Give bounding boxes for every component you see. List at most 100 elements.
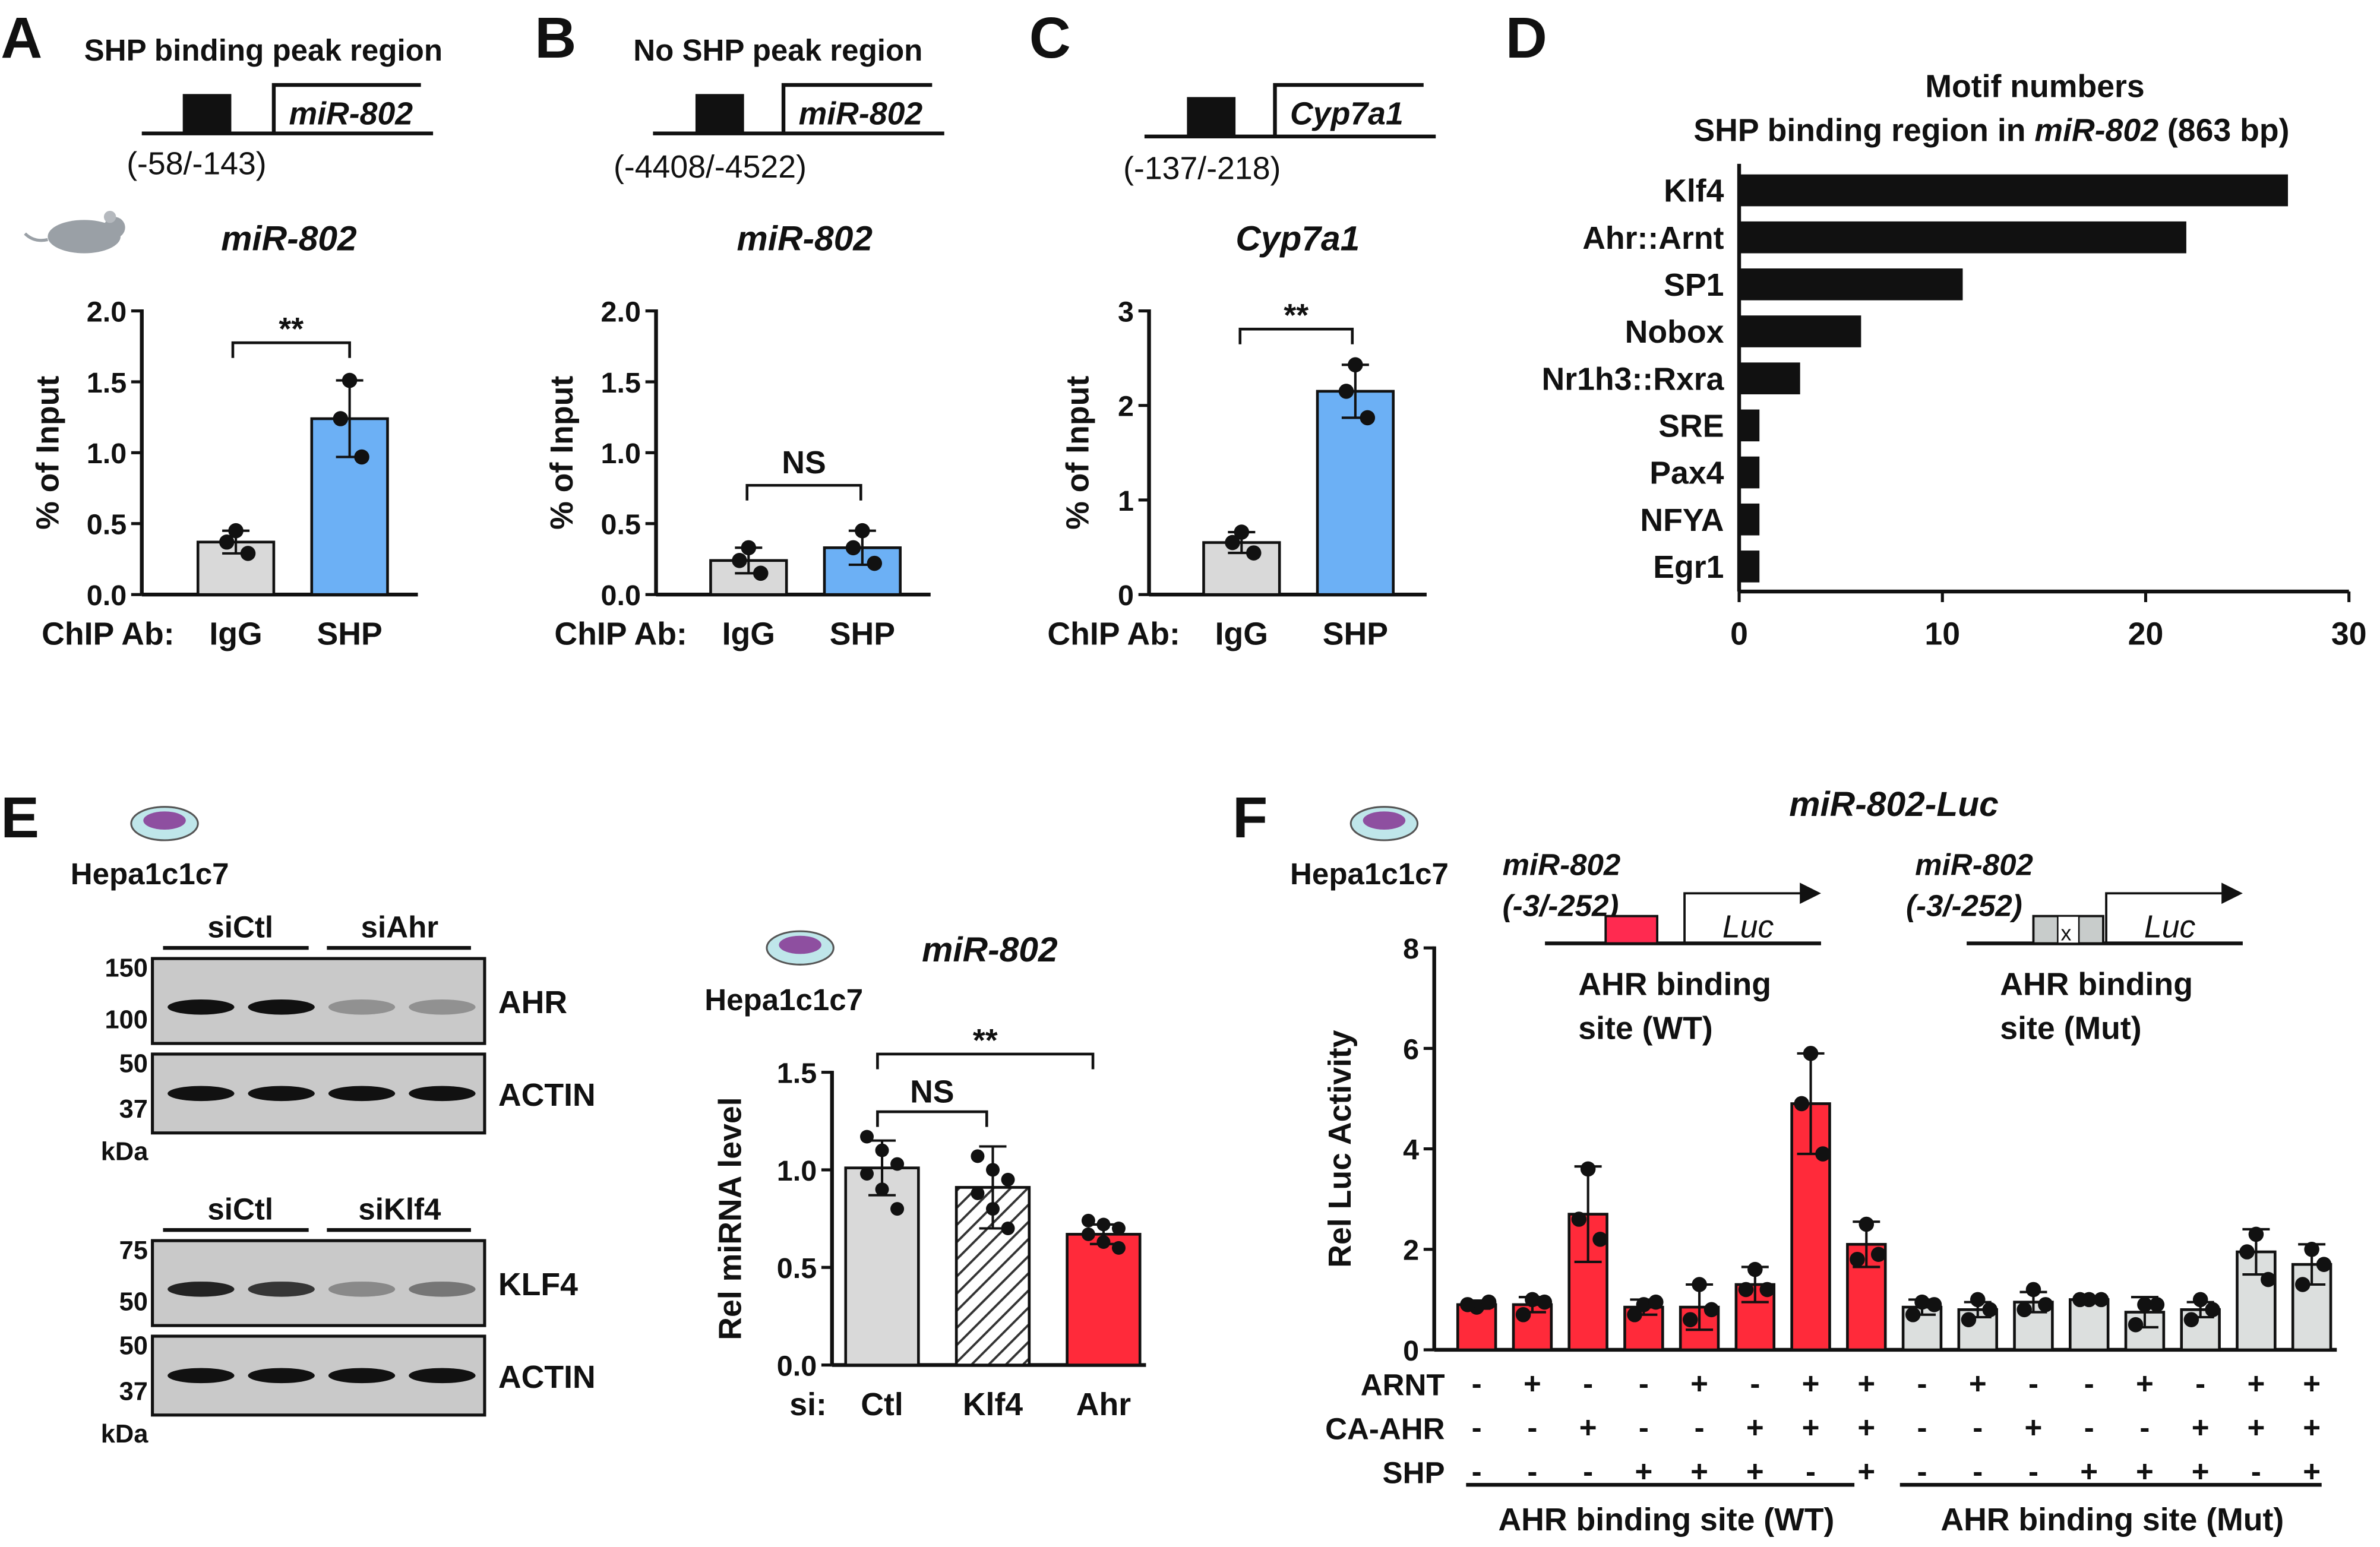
sign: - — [1973, 1454, 1983, 1488]
bar — [1739, 503, 1760, 536]
significance-bracket — [876, 1110, 988, 1127]
sign: - — [1973, 1410, 1983, 1444]
cell-dish-icon — [130, 806, 199, 841]
sign: + — [2303, 1366, 2321, 1400]
bar — [1739, 268, 1963, 300]
data-point — [1683, 1312, 1698, 1328]
y-tick-label: 3 — [1118, 296, 1134, 328]
panel-f: F Hepa1c1c7 miR-802-Luc miR-802 (-3/-252… — [1232, 785, 2322, 1537]
gene-label: miR-802 — [1503, 848, 1621, 882]
significance-label: NS — [910, 1074, 954, 1110]
protein-band — [328, 999, 396, 1015]
data-point — [1759, 1282, 1775, 1298]
sign: - — [1583, 1366, 1593, 1400]
data-point — [219, 534, 235, 550]
data-point — [228, 523, 244, 539]
bar — [844, 1166, 920, 1366]
y-axis-label: Rel Luc Activity — [1322, 1030, 1358, 1267]
protein-band — [167, 1282, 235, 1297]
sign: + — [1690, 1366, 1708, 1400]
data-point — [1571, 1211, 1587, 1227]
data-point — [333, 411, 349, 426]
significance-bracket — [876, 1052, 1095, 1070]
data-point — [860, 1167, 874, 1181]
lane-group-label: siCtl — [207, 910, 273, 944]
sign: - — [1583, 1454, 1593, 1488]
y-tick-label: 1.5 — [777, 1058, 817, 1090]
sign: - — [2139, 1410, 2150, 1444]
data-point — [1747, 1261, 1763, 1277]
charts: 0.0 0.5 1.0 1.5 2.0 % of Input IgG SHP ** 0.0 0.5 1… — [30, 163, 2367, 1422]
significance-label: NS — [782, 445, 826, 480]
band-label: ACTIN — [498, 1359, 596, 1395]
protein-band — [409, 999, 476, 1015]
bar — [1739, 456, 1760, 489]
panel-c: C Cyp7a1 (-137/-218) Cyp7a1 ChIP Ab: — [1029, 5, 1436, 651]
y-tick-label: 0.0 — [777, 1350, 817, 1382]
data-point — [2149, 1297, 2165, 1312]
panel-a: A SHP binding peak region miR-802 (-58/-… — [1, 5, 443, 651]
x-prefix: si: — [789, 1387, 827, 1422]
x-tick-label: 10 — [1924, 616, 1960, 651]
x-tick-label: IgG — [722, 616, 775, 651]
data-point — [867, 555, 883, 571]
panel-letter: B — [535, 5, 576, 70]
x-tick-label: SHP — [830, 616, 895, 651]
y-axis-label: Rel miRNA level — [713, 1097, 748, 1340]
panel-letter: D — [1506, 5, 1547, 70]
x-tick-label: IgG — [209, 616, 262, 651]
y-tick-label: NFYA — [1640, 502, 1724, 538]
mw-marker: 50 — [119, 1332, 148, 1361]
subtitle-length: (863 bp) — [2158, 113, 2289, 148]
gene-label: miR-802 — [289, 96, 413, 131]
data-point — [1081, 1213, 1095, 1228]
sign: + — [1802, 1366, 1820, 1400]
sign: + — [2136, 1454, 2154, 1488]
lane-group-label: siKlf4 — [358, 1192, 441, 1226]
sign: - — [1806, 1454, 1816, 1488]
data-point — [2093, 1292, 2109, 1308]
y-tick-label: 4 — [1403, 1134, 1419, 1166]
y-tick-label: 1.0 — [777, 1155, 817, 1187]
region-coords: (-58/-143) — [127, 146, 266, 182]
data-point — [1905, 1307, 1921, 1323]
y-tick-label: 1.5 — [601, 367, 641, 399]
construct-label: site (WT) — [1578, 1010, 1712, 1046]
data-point — [342, 372, 358, 388]
bar — [1739, 174, 2289, 207]
mw-marker: 37 — [119, 1095, 148, 1124]
data-point — [1515, 1307, 1531, 1323]
data-point — [1850, 1251, 1865, 1267]
data-point — [2192, 1292, 2208, 1308]
data-point — [845, 540, 861, 556]
y-axis-label: % of Input — [1060, 376, 1095, 530]
y-tick-label: 2 — [1403, 1235, 1419, 1267]
data-point — [1794, 1096, 1810, 1112]
x-prefix: ChIP Ab: — [42, 616, 174, 651]
western-blots: siCtl siAhr AHR 150 100 ACTIN 50 37 kDa siCtl siKl… — [101, 910, 596, 1448]
protein-band — [248, 1368, 315, 1384]
mw-marker: 37 — [119, 1377, 148, 1406]
sign: + — [2080, 1454, 2098, 1488]
data-point — [1926, 1297, 1942, 1312]
sign: + — [1857, 1410, 1875, 1444]
panel-letter: F — [1232, 785, 1268, 850]
data-point — [1580, 1161, 1596, 1177]
y-tick-label: 2 — [1118, 391, 1134, 423]
data-point — [1627, 1307, 1642, 1323]
data-point — [1537, 1294, 1553, 1310]
protein-band — [248, 999, 315, 1015]
chart-title: miR-802-Luc — [1789, 785, 1999, 824]
sign: - — [2028, 1366, 2038, 1400]
data-point — [875, 1143, 889, 1157]
chart-title: miR-802 — [221, 219, 357, 258]
mw-marker: 50 — [119, 1050, 148, 1078]
significance-bracket — [745, 483, 862, 501]
data-point — [2072, 1292, 2088, 1308]
y-tick-label: 8 — [1403, 933, 1419, 965]
group-label-mut: AHR binding site (Mut) — [1940, 1502, 2284, 1537]
bar-chart-b: 0.0 0.5 1.0 1.5 2.0 % of Input IgG SHP NS — [544, 296, 931, 651]
sign: - — [1917, 1366, 1927, 1400]
data-point — [1961, 1312, 1977, 1328]
